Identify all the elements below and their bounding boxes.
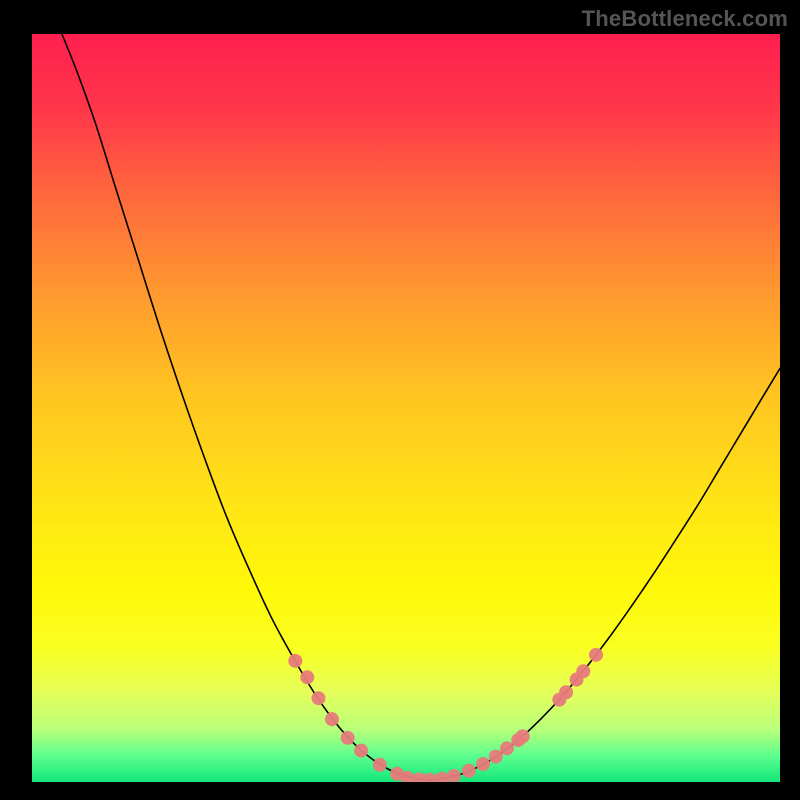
marker [589,648,603,662]
marker [373,758,387,772]
marker [341,731,355,745]
marker [462,764,476,778]
marker [576,664,590,678]
watermark-text: TheBottleneck.com [582,6,788,32]
marker [300,670,314,684]
marker [311,691,325,705]
plot-area [32,34,780,782]
marker [500,741,514,755]
marker [325,712,339,726]
marker [354,744,368,758]
marker [476,757,490,771]
marker [489,750,503,764]
chart-svg [32,34,780,782]
marker [516,729,530,743]
marker [559,685,573,699]
chart-container: TheBottleneck.com [0,0,800,800]
marker [288,654,302,668]
